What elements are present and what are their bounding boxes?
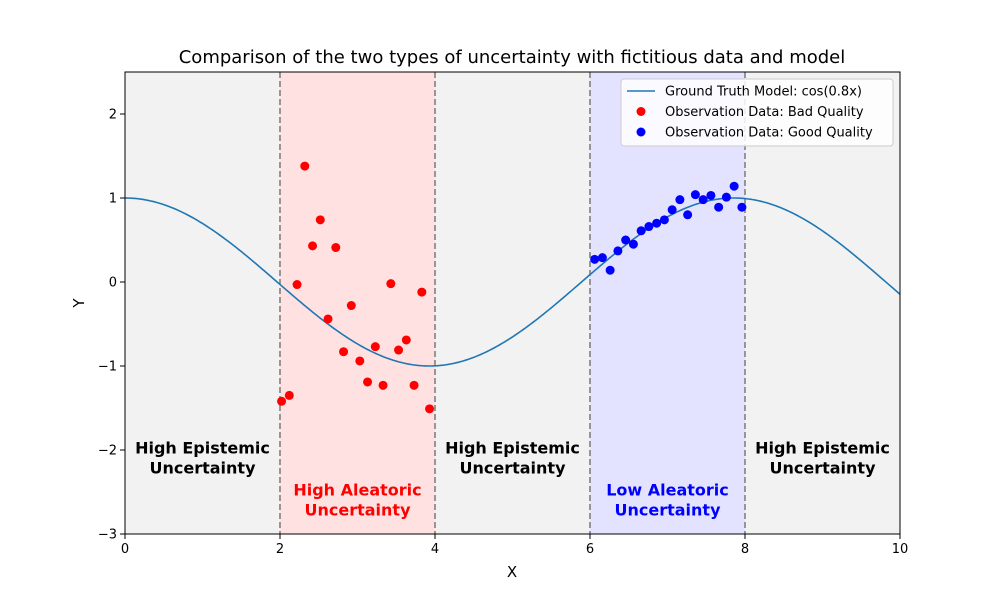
x-axis-label: X — [507, 563, 517, 581]
good-quality-point — [683, 210, 693, 220]
region-label-1: High Aleatoric Uncertainty — [293, 480, 421, 519]
ground-truth-line — [124, 197, 901, 367]
region-label-line: Uncertainty — [769, 458, 876, 477]
region-label-3: Low Aleatoric Uncertainty — [606, 480, 729, 519]
good-quality-point — [675, 195, 685, 205]
region-label-line: High Epistemic — [755, 438, 890, 457]
good-quality-point — [605, 265, 615, 275]
bad-quality-point — [394, 345, 404, 355]
x-tick-label: 10 — [892, 542, 909, 557]
good-quality-point — [690, 190, 700, 200]
good-quality-point — [613, 246, 623, 256]
bad-quality-point — [308, 241, 318, 251]
bad-quality-point — [425, 404, 435, 414]
x-tick-label: 8 — [741, 542, 749, 557]
region-label-line: High Aleatoric — [293, 480, 421, 499]
good-quality-point — [621, 235, 631, 245]
y-axis-label: Y — [70, 298, 88, 309]
bad-quality-point — [315, 215, 325, 225]
good-quality-point — [590, 254, 600, 264]
region-label-line: High Epistemic — [445, 438, 580, 457]
good-quality-point — [667, 205, 677, 215]
bad-quality-point — [355, 356, 365, 366]
regions-layer — [125, 72, 900, 534]
boundaries-layer — [279, 72, 746, 534]
region-1 — [280, 72, 435, 534]
y-tick-label: 0 — [109, 276, 117, 291]
bad-quality-point — [346, 301, 356, 311]
y-tick-label: −3 — [98, 528, 117, 543]
bad-quality-point — [401, 335, 411, 345]
region-3 — [590, 72, 745, 534]
good-quality-point — [628, 239, 638, 249]
legend-box — [620, 78, 894, 147]
bad-quality-point — [331, 243, 341, 253]
x-tick-label: 6 — [586, 542, 594, 557]
legend-entry-label: Observation Data: Good Quality — [665, 126, 873, 141]
bad-quality-point — [284, 390, 294, 400]
good-quality-point — [721, 192, 731, 202]
bad-quality-point — [378, 380, 388, 390]
region-label-2: High Epistemic Uncertainty — [445, 438, 580, 477]
y-tick-label: −1 — [98, 360, 117, 375]
y-tick-label: −2 — [98, 444, 117, 459]
chart-title: Comparison of the two types of uncertain… — [179, 47, 846, 68]
region-2 — [435, 72, 590, 534]
bad-quality-point — [363, 377, 373, 387]
region-label-0: High Epistemic Uncertainty — [135, 438, 270, 477]
region-label-line: Low Aleatoric — [606, 480, 729, 499]
x-tick-label: 2 — [276, 542, 284, 557]
good-quality-point — [652, 218, 662, 228]
region-label-line: Uncertainty — [149, 458, 256, 477]
region-label-line: High Epistemic — [135, 438, 270, 457]
bad-quality-point — [417, 287, 427, 297]
good-quality-point — [644, 222, 654, 232]
legend-entry-label: Observation Data: Bad Quality — [665, 105, 864, 120]
good-quality-point — [659, 215, 669, 225]
good-quality-point — [636, 226, 646, 236]
good-quality-point — [706, 190, 716, 200]
bad-quality-point — [292, 280, 302, 290]
series-layer — [124, 161, 901, 414]
good-quality-point — [714, 202, 724, 212]
legend-entry-label: Ground Truth Model: cos(0.8x) — [665, 85, 862, 100]
bad-quality-point — [277, 396, 287, 406]
good-quality-point — [698, 195, 708, 205]
bad-quality-point — [323, 314, 333, 324]
bad-quality-point — [386, 279, 396, 289]
region-0 — [125, 72, 280, 534]
region-label-line: Uncertainty — [304, 500, 411, 519]
bad-quality-point — [300, 161, 310, 171]
y-tick-label: 2 — [109, 108, 117, 123]
region-label-line: Uncertainty — [459, 458, 566, 477]
y-tick-label: 1 — [109, 192, 117, 207]
plot-frame — [124, 71, 901, 535]
bad-quality-point — [370, 342, 380, 352]
region-4 — [745, 72, 900, 534]
x-tick-label: 4 — [431, 542, 439, 557]
legend: Ground Truth Model: cos(0.8x) Observation… — [620, 78, 894, 147]
bad-quality-point — [409, 380, 419, 390]
bad-quality-point — [339, 347, 349, 357]
good-quality-point — [729, 181, 739, 191]
x-axis-ticks: 0 2 4 6 8 10 — [121, 534, 908, 557]
region-label-4: High Epistemic Uncertainty — [755, 438, 890, 477]
y-axis-ticks: −3 −2 −1 0 1 2 — [98, 108, 125, 543]
region-label-line: Uncertainty — [614, 500, 721, 519]
good-quality-point — [737, 202, 747, 212]
legend-marker-swatch — [636, 127, 646, 137]
good-quality-point — [597, 253, 607, 263]
legend-marker-swatch — [636, 107, 646, 116]
x-tick-label: 0 — [121, 542, 129, 557]
